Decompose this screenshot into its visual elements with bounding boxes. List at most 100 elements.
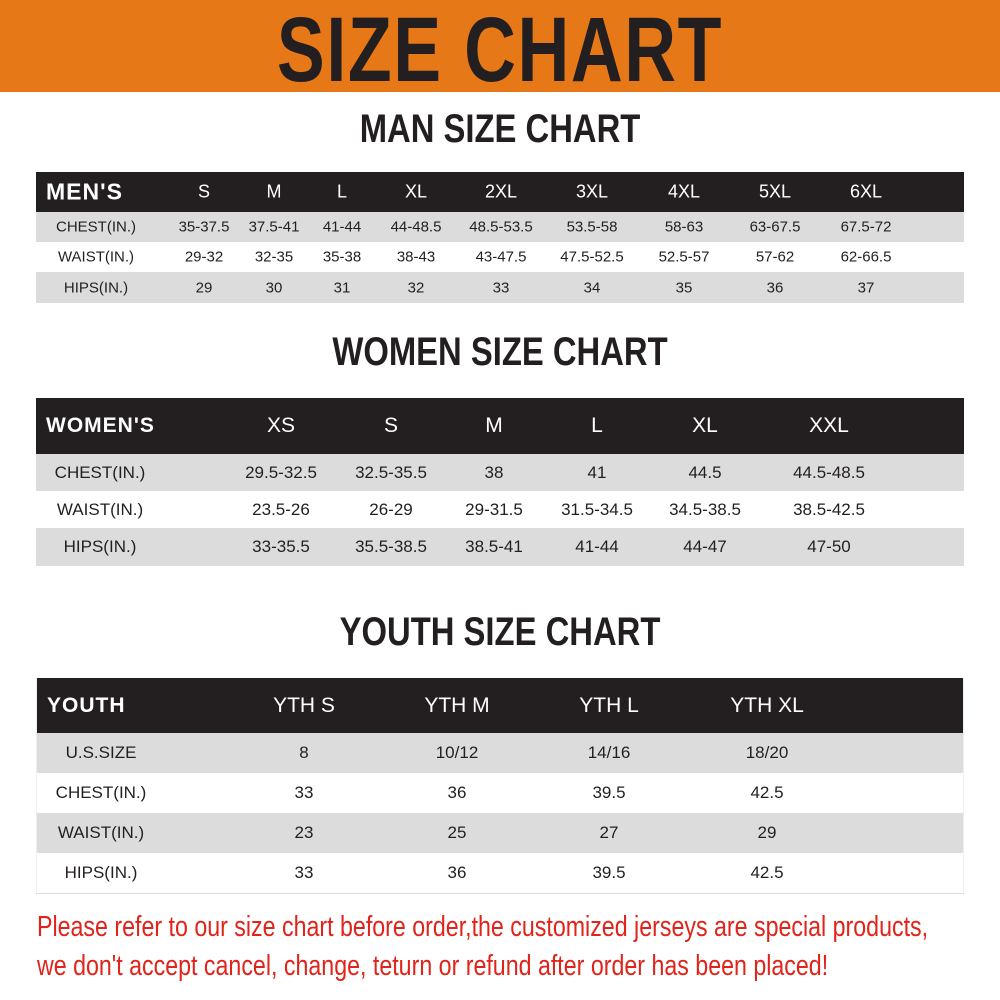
table-cell: 18/20 bbox=[745, 743, 789, 762]
table-cell: 44.5-48.5 bbox=[793, 462, 865, 482]
size-header: XL bbox=[692, 414, 718, 437]
table-cell: 62-66.5 bbox=[840, 248, 892, 266]
youth-section-title: YOUTH SIZE CHART bbox=[339, 610, 661, 654]
table-cell: 57-62 bbox=[755, 248, 795, 266]
table-cell: 36 bbox=[766, 279, 784, 296]
table-cell: 29 bbox=[195, 279, 213, 296]
table-cell: 38-43 bbox=[396, 248, 436, 266]
banner-title: SIZE CHART bbox=[276, 0, 724, 101]
size-header: 2XL bbox=[484, 181, 518, 202]
table-cell: 37.5-41 bbox=[248, 218, 300, 236]
size-header: YTH XL bbox=[730, 693, 804, 717]
table-row: HIPS(IN.) 29 30 31 32 33 34 35 36 37 bbox=[36, 272, 964, 303]
table-cell: 47.5-52.5 bbox=[560, 248, 624, 266]
table-cell: 37 bbox=[857, 279, 875, 296]
table-label: WOMEN'S bbox=[46, 414, 155, 437]
table-cell: 32.5-35.5 bbox=[355, 462, 427, 482]
table-cell: 26-29 bbox=[369, 499, 413, 519]
table-cell: 39.5 bbox=[592, 783, 626, 802]
table-cell: 30 bbox=[265, 279, 283, 296]
size-header: YTH L bbox=[579, 693, 639, 717]
table-cell: 29-32 bbox=[184, 248, 224, 266]
notice-line-2: we don't accept cancel, change, teturn o… bbox=[37, 950, 829, 982]
table-cell: 27 bbox=[599, 823, 619, 842]
row-label: WAIST(IN.) bbox=[57, 248, 135, 266]
row-label: HIPS(IN.) bbox=[63, 279, 129, 296]
size-header: S bbox=[383, 414, 399, 437]
table-cell: 29.5-32.5 bbox=[245, 462, 317, 482]
men-size-table: MEN'S S M L XL 2XL 3XL 4XL 5XL 6XL CHEST(IN.) 35-37… bbox=[36, 172, 964, 303]
row-label: HIPS(IN.) bbox=[64, 863, 138, 882]
table-cell: 23 bbox=[294, 823, 314, 842]
table-cell: 41-44 bbox=[575, 537, 619, 556]
table-cell: 47-50 bbox=[807, 537, 851, 556]
size-header: YTH S bbox=[273, 693, 335, 717]
table-cell: 23.5-26 bbox=[252, 499, 310, 519]
table-cell: 14/16 bbox=[587, 743, 631, 762]
table-cell: 8 bbox=[299, 743, 309, 762]
size-header: 5XL bbox=[758, 181, 792, 202]
size-header: L bbox=[591, 414, 603, 437]
table-cell: 38.5-41 bbox=[465, 537, 523, 556]
row-label: HIPS(IN.) bbox=[63, 537, 137, 556]
size-header: M bbox=[266, 181, 282, 202]
table-label: MEN'S bbox=[46, 178, 123, 205]
table-cell: 35-38 bbox=[322, 248, 362, 266]
table-cell: 31.5-34.5 bbox=[561, 499, 633, 519]
table-cell: 35.5-38.5 bbox=[355, 537, 427, 556]
table-cell: 31 bbox=[333, 279, 351, 296]
youth-size-table: YOUTH YTH S YTH M YTH L YTH XL U.S.SIZE 8 10/12… bbox=[36, 678, 964, 894]
row-label: WAIST(IN.) bbox=[56, 499, 144, 519]
size-header: YTH M bbox=[424, 693, 490, 717]
table-cell: 25 bbox=[447, 823, 467, 842]
banner: SIZE CHART bbox=[0, 0, 1000, 101]
table-row: HIPS(IN.) 33 36 39.5 42.5 bbox=[37, 853, 963, 893]
table-label: YOUTH bbox=[47, 693, 126, 717]
table-cell: 63-67.5 bbox=[749, 218, 801, 236]
size-header: 4XL bbox=[667, 181, 701, 202]
notice-line-1: Please refer to our size chart before or… bbox=[37, 911, 929, 943]
size-header: 3XL bbox=[575, 181, 609, 202]
table-row: U.S.SIZE 8 10/12 14/16 18/20 bbox=[37, 733, 963, 773]
header-row: WOMEN'S XS S M L XL XXL bbox=[36, 398, 964, 454]
table-cell: 42.5 bbox=[750, 783, 784, 802]
table-cell: 35-37.5 bbox=[178, 218, 230, 236]
table-cell: 44-47 bbox=[683, 537, 727, 556]
table-row: WAIST(IN.) 23.5-26 26-29 29-31.5 31.5-34.5 34… bbox=[36, 491, 964, 528]
table-cell: 43-47.5 bbox=[475, 248, 527, 266]
size-header: XS bbox=[266, 414, 296, 437]
table-row: HIPS(IN.) 33-35.5 35.5-38.5 38.5-41 41-44 44-… bbox=[36, 528, 964, 566]
table-row: CHEST(IN.) 35-37.5 37.5-41 41-44 44-48.5 48.5… bbox=[36, 212, 964, 242]
table-row: WAIST(IN.) 29-32 32-35 35-38 38-43 43-47.5 47.… bbox=[36, 242, 964, 272]
row-label: WAIST(IN.) bbox=[57, 823, 145, 842]
header-row: MEN'S S M L XL 2XL 3XL 4XL 5XL 6XL bbox=[36, 172, 964, 212]
size-header: 6XL bbox=[849, 181, 883, 202]
table-cell: 33 bbox=[492, 279, 510, 296]
table-cell: 39.5 bbox=[592, 863, 626, 882]
size-header: L bbox=[336, 181, 348, 202]
table-cell: 29-31.5 bbox=[465, 499, 523, 519]
row-label: U.S.SIZE bbox=[65, 743, 137, 762]
table-cell: 38.5-42.5 bbox=[793, 499, 865, 519]
table-cell: 34 bbox=[583, 279, 601, 296]
table-cell: 33-35.5 bbox=[252, 537, 310, 556]
table-row: CHEST(IN.) 33 36 39.5 42.5 bbox=[37, 773, 963, 813]
size-header: XXL bbox=[809, 414, 849, 437]
header-row: YOUTH YTH S YTH M YTH L YTH XL bbox=[37, 678, 963, 733]
row-label: CHEST(IN.) bbox=[55, 783, 147, 802]
table-cell: 53.5-58 bbox=[566, 218, 618, 236]
table-cell: 33 bbox=[294, 783, 314, 802]
table-cell: 10/12 bbox=[435, 743, 479, 762]
table-cell: 38 bbox=[484, 462, 504, 482]
table-cell: 32 bbox=[407, 279, 425, 296]
table-cell: 58-63 bbox=[664, 218, 704, 236]
table-cell: 48.5-53.5 bbox=[469, 218, 533, 236]
women-size-table: WOMEN'S XS S M L XL XXL CHEST(IN.) 29.5-32.5 32.5… bbox=[36, 398, 964, 566]
women-section-title: WOMEN SIZE CHART bbox=[332, 330, 668, 374]
table-row: WAIST(IN.) 23 25 27 29 bbox=[37, 813, 963, 853]
table-cell: 29 bbox=[757, 823, 777, 842]
table-cell: 41 bbox=[587, 462, 607, 482]
size-header: XL bbox=[404, 181, 428, 202]
size-header: S bbox=[197, 181, 211, 202]
size-header: M bbox=[485, 414, 503, 437]
